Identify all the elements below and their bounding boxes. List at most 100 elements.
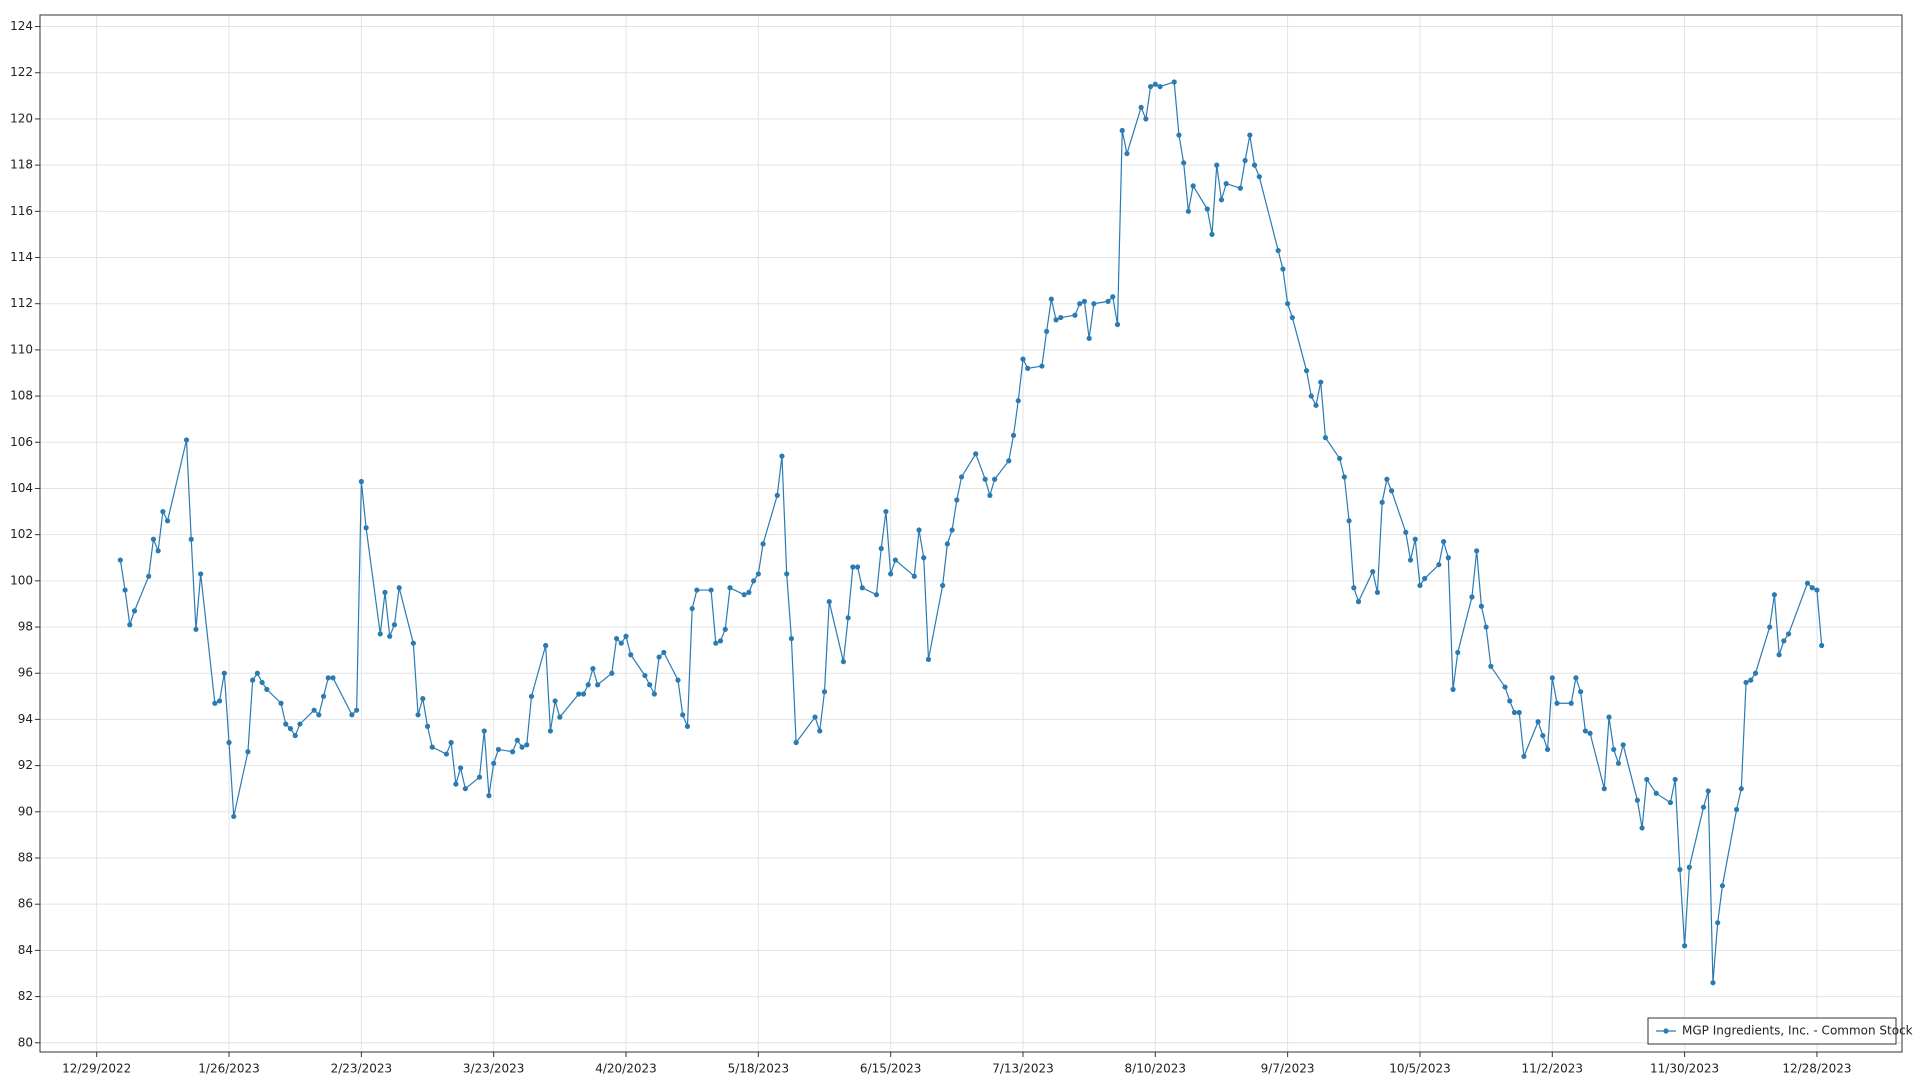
y-tick-label: 80 [18,1035,33,1049]
data-point [1710,980,1716,986]
data-point [1053,317,1059,323]
data-point [297,721,303,727]
data-point [717,638,724,644]
y-tick-label: 94 [18,712,33,726]
data-point [264,686,270,692]
series-line [119,81,1823,983]
data-point [651,691,657,697]
data-point [751,578,757,584]
data-point [377,631,383,637]
data-point [354,707,360,713]
data-point [1285,301,1291,307]
y-tick-label: 100 [10,573,33,587]
x-tick-label: 12/29/2022 [62,1062,131,1076]
data-point [642,672,648,679]
data-point [826,599,832,605]
data-point [557,714,563,720]
data-point [1743,679,1749,686]
data-point [481,728,487,734]
data-point [779,453,785,459]
data-point [1351,585,1357,591]
data-point [916,527,922,533]
data-point [850,564,856,570]
data-point [1677,866,1683,873]
y-tick-label: 106 [10,435,33,449]
data-point [788,635,795,642]
data-point [1748,677,1754,683]
data-point [1337,455,1343,462]
data-point [1119,127,1125,134]
data-point [722,626,728,632]
data-point [198,571,204,577]
data-point [689,605,695,612]
data-point [1303,368,1310,374]
data-point [1124,150,1130,157]
data-point [1488,663,1494,669]
data-point [396,585,402,591]
data-point [1672,776,1678,783]
data-point [131,608,138,614]
data-point [524,742,530,748]
data-point [1422,575,1428,582]
data-point [1455,649,1461,656]
data-point [221,670,227,676]
data-point [491,760,497,766]
data-point [595,682,601,688]
x-tick-label: 1/26/2023 [198,1062,260,1076]
data-point [1105,298,1111,304]
data-point [1171,79,1177,85]
data-point [1251,162,1258,168]
data-point [420,696,426,702]
data-point [1450,686,1456,692]
data-point [486,793,492,799]
data-point [1020,356,1026,362]
data-point [613,635,620,642]
data-point [1582,728,1588,734]
legend-box [1647,1017,1897,1045]
data-point [150,536,157,542]
data-point [854,564,861,570]
data-point [1634,797,1640,803]
data-point [1549,675,1555,681]
data-point [954,497,960,503]
y-tick-label: 92 [18,758,33,772]
data-point [429,744,435,750]
data-point [1611,746,1617,753]
data-point [958,474,965,480]
data-point [1318,379,1324,385]
data-point [193,626,199,632]
data-point [448,739,454,746]
data-point [1436,562,1442,568]
data-point [1540,732,1546,739]
data-point [1138,104,1144,110]
data-point [528,693,535,699]
data-point [921,555,927,561]
data-point [585,682,591,688]
data-point [146,573,152,579]
y-tick-label: 112 [10,296,33,310]
y-tick-label: 122 [10,65,33,79]
data-point [684,723,691,729]
y-tick-label: 96 [18,666,33,680]
data-point [1417,582,1423,589]
data-point [164,518,171,524]
y-tick-label: 120 [10,111,33,125]
data-point [774,492,780,498]
data-point [1511,709,1518,716]
data-point [1223,180,1229,187]
data-point [982,476,988,482]
data-point [1615,760,1622,766]
data-point [1077,301,1083,307]
y-tick-label: 114 [10,250,33,264]
plot-background [40,15,1902,1052]
data-point [1157,83,1163,90]
data-point [1204,206,1210,212]
data-point [1280,266,1286,272]
data-point [1110,294,1116,300]
data-point [675,677,681,683]
data-point [609,670,615,676]
data-point [387,633,393,639]
data-point [1176,132,1182,138]
data-point [647,682,653,688]
